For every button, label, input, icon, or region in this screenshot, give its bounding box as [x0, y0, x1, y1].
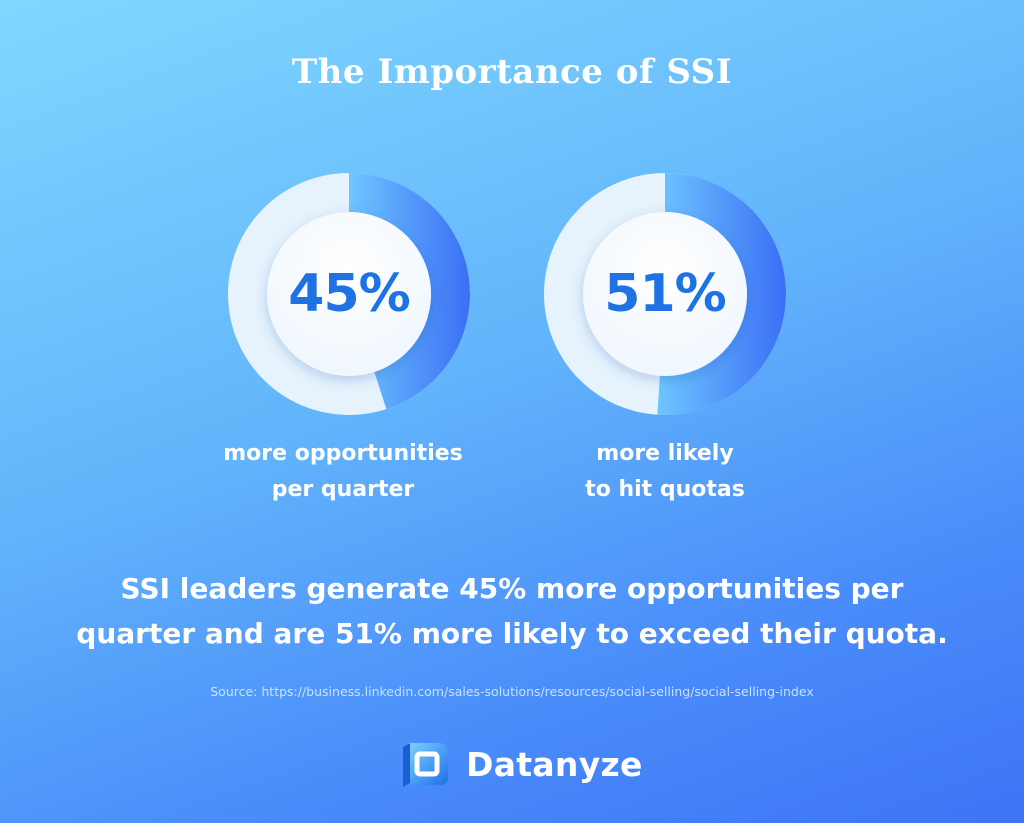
brand-name: Datanyze — [466, 744, 643, 784]
summary-line: quarter and are 51% more likely to excee… — [76, 617, 948, 650]
caption-line: per quarter — [271, 477, 415, 502]
summary-line: SSI leaders generate 45% more opportunit… — [120, 572, 904, 605]
donut-chart-opportunities: 45% — [227, 172, 471, 416]
page-title: The Importance of SSI — [291, 52, 733, 92]
datanyze-logo-icon — [402, 739, 452, 789]
donut-value-slice — [657, 173, 787, 415]
donut-caption-opportunities: more opportunities per quarter — [183, 436, 503, 508]
caption-line: to hit quotas — [585, 477, 745, 502]
donut-center-disc — [583, 212, 747, 376]
donut-center-disc — [267, 212, 431, 376]
donut-svg-2 — [544, 173, 787, 415]
donut-chart-quotas: 51% — [543, 172, 787, 416]
caption-line: more opportunities — [223, 441, 463, 466]
donut-svg-1 — [228, 173, 470, 415]
summary-statement: SSI leaders generate 45% more opportunit… — [0, 566, 1024, 656]
source-citation: Source: https://business.linkedin.com/sa… — [210, 684, 814, 699]
donut-caption-quotas: more likely to hit quotas — [505, 436, 825, 508]
donut-value-label: 45% — [288, 264, 410, 324]
donut-value-slice — [349, 173, 470, 410]
caption-line: more likely — [596, 441, 734, 466]
brand-footer: Datanyze — [402, 738, 643, 790]
donut-value-label: 51% — [604, 264, 726, 324]
